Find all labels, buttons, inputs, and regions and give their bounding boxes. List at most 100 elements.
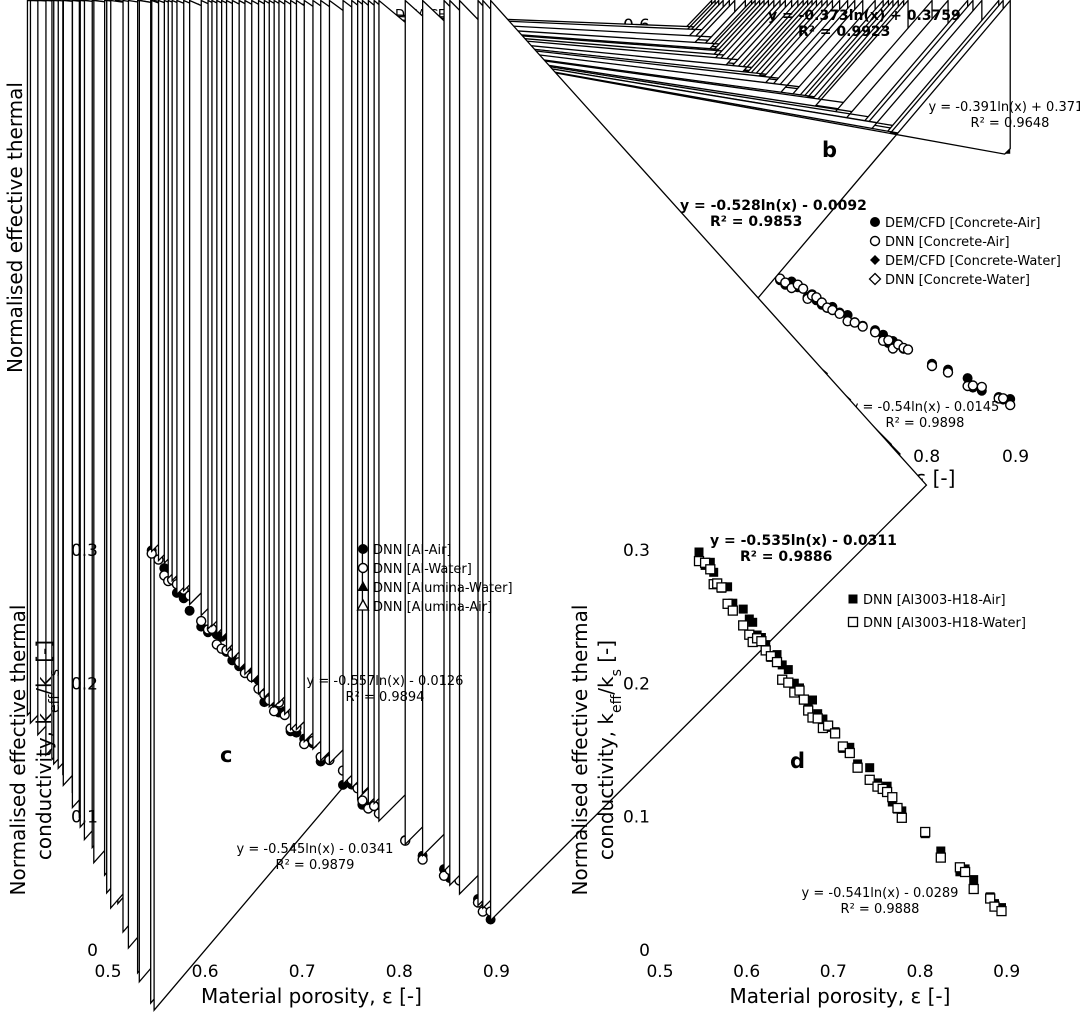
y-tick-label: 0.1	[71, 808, 98, 828]
legend-marker	[848, 594, 858, 604]
data-point	[772, 650, 782, 660]
data-point	[996, 905, 1007, 917]
r-squared-label: R² = 0.9898	[886, 416, 965, 431]
data-point	[967, 380, 979, 391]
data-point	[902, 344, 914, 355]
trendline-equation: y = -0.541ln(x) - 0.0289	[802, 886, 959, 901]
data-point	[883, 335, 894, 346]
r-squared-label: R² = 0.9648	[971, 116, 1050, 131]
y-tick-label: 0.3	[71, 541, 98, 561]
data-point	[1005, 399, 1016, 411]
data-point	[722, 598, 733, 609]
data-point	[887, 792, 898, 803]
legend-entry: DNN [Al-Air]	[373, 543, 452, 558]
data-point	[723, 582, 733, 592]
data-point	[829, 728, 841, 739]
data-point	[844, 747, 855, 759]
data-point	[845, 742, 855, 752]
data-point	[935, 852, 946, 863]
data-point	[892, 802, 903, 814]
r-squared-label: R² = 0.9886	[740, 549, 832, 565]
legend-entry: DEM/CFD [Concrete-Water]	[885, 254, 1061, 269]
legend-marker	[870, 255, 880, 265]
data-point	[783, 665, 793, 675]
y-tick-label: 0.3	[623, 541, 650, 561]
y-tick-label: 0.1	[623, 808, 650, 828]
data-point	[195, 615, 207, 627]
data-point	[748, 617, 758, 627]
data-point	[716, 582, 727, 593]
panel-letter: d	[790, 749, 805, 773]
x-tick-label: 0.9	[993, 962, 1020, 982]
legend-marker	[357, 581, 369, 591]
data-point	[727, 605, 738, 616]
legend-marker	[870, 217, 880, 227]
data-point	[760, 645, 771, 656]
x-tick-label: 0.6	[192, 962, 219, 982]
data-point	[920, 826, 931, 838]
y-tick-label: 0.2	[623, 674, 650, 694]
r-squared-label: R² = 0.9853	[710, 214, 802, 230]
y-tick-label: 0	[639, 941, 650, 961]
data-point	[852, 762, 863, 773]
data-point	[896, 812, 907, 823]
data-point	[789, 678, 799, 688]
data-point	[849, 317, 860, 328]
data-point	[834, 308, 845, 319]
data-point	[818, 714, 828, 724]
trendline-equation: y = -0.545ln(x) - 0.0341	[237, 842, 394, 857]
y-tick-label: 0	[87, 941, 98, 961]
series-DNN [Al3003-H18-Water]	[693, 555, 1007, 917]
legend-entry: DNN [Alumina-Water]	[373, 581, 513, 596]
legend-entry: DNN [Concrete-Air]	[885, 235, 1010, 250]
panel-letter: b	[822, 138, 837, 162]
data-point	[968, 883, 979, 895]
data-point	[865, 763, 875, 773]
x-tick-label: 0.6	[733, 962, 760, 982]
x-tick-label: 0.9	[1002, 447, 1029, 467]
data-point	[798, 694, 810, 705]
data-point	[699, 557, 711, 568]
data-point	[705, 564, 716, 575]
panel-letter: c	[220, 743, 232, 767]
legend-entry: DNN [Al-Water]	[373, 562, 472, 577]
data-point	[857, 321, 868, 332]
trendline-equation: y = -0.54ln(x) - 0.0145	[851, 400, 1000, 415]
data-point	[969, 875, 979, 885]
data-point	[738, 620, 749, 631]
x-tick-label: 0.7	[820, 962, 847, 982]
legend-marker	[869, 235, 881, 247]
legend-marker	[868, 272, 882, 286]
legend-entry: DNN [Al3003-H18-Water]	[863, 616, 1026, 631]
data-point	[728, 598, 738, 608]
data-point	[869, 327, 881, 338]
trendline-equation: y = -0.528ln(x) - 0.0092	[680, 198, 867, 214]
series-DNN [Alumina-Air]	[151, 0, 928, 922]
x-tick-label: 0.8	[906, 962, 933, 982]
legend-marker	[847, 616, 859, 628]
legend-entry: DNN [Al3003-H18-Air]	[863, 593, 1006, 608]
data-point	[959, 866, 971, 878]
data-point	[765, 651, 777, 662]
data-point	[976, 381, 987, 393]
y-tick-label: 0.2	[71, 674, 98, 694]
r-squared-label: R² = 0.9879	[276, 858, 355, 873]
x-tick-label: 0.5	[646, 962, 673, 982]
r-squared-label: R² = 0.9923	[798, 24, 890, 40]
data-point	[268, 706, 280, 717]
panel-d: 0.5 0.6 0.7 0.8 0.9 0 0.1 0.2 0.3 Material porosi…	[568, 533, 1026, 1008]
x-tick-label: 0.9	[483, 962, 510, 982]
r-squared-label: R² = 0.9888	[841, 902, 920, 917]
legend-entry: DNN [Alumina-Air]	[373, 600, 492, 615]
data-point	[694, 547, 704, 557]
data-point	[357, 795, 368, 806]
data-point	[797, 283, 809, 294]
x-tick-label: 0.7	[289, 962, 316, 982]
x-axis-label: Material porosity, ε [-]	[201, 984, 422, 1008]
data-point	[837, 741, 849, 752]
data-point	[942, 367, 954, 378]
data-point	[489, 0, 928, 922]
data-point	[705, 557, 715, 567]
x-axis-label: Material porosity, ε [-]	[730, 984, 951, 1008]
